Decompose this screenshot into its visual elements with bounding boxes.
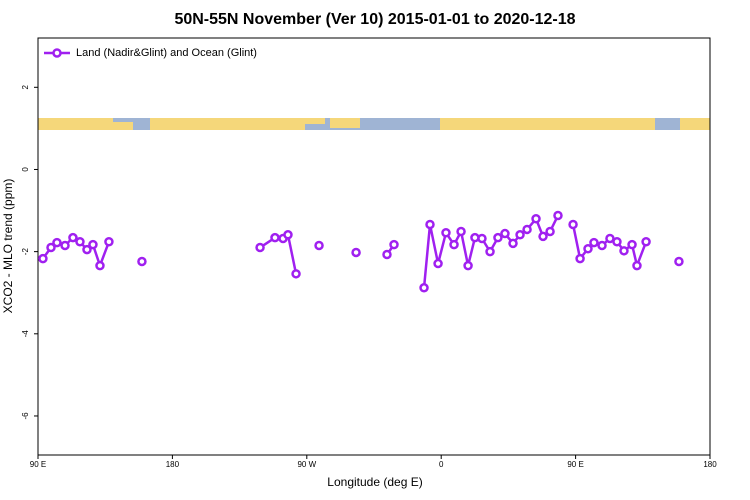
data-point <box>425 219 435 230</box>
data-point <box>674 256 684 267</box>
x-tick-label: 90 E <box>567 460 583 469</box>
y-tick-label: 0 <box>21 167 30 172</box>
data-point <box>493 232 503 243</box>
data-point <box>538 231 548 242</box>
x-tick-label: 0 <box>439 460 444 469</box>
x-tick-label: 180 <box>166 460 180 469</box>
x-tick-label: 90 W <box>297 460 316 469</box>
data-point <box>382 249 392 260</box>
data-point <box>597 240 607 251</box>
y-tick-label: -2 <box>21 248 30 256</box>
data-point <box>500 228 510 239</box>
data-point <box>589 237 599 248</box>
data-point <box>568 219 578 230</box>
data-point <box>522 224 532 235</box>
data-point <box>441 227 451 238</box>
data-point <box>82 244 92 255</box>
chart-title: 50N-55N November (Ver 10) 2015-01-01 to … <box>174 11 575 28</box>
data-point <box>449 239 459 250</box>
data-point <box>583 244 593 254</box>
data-point <box>575 253 585 264</box>
legend-label: Land (Nadir&Glint) and Ocean (Glint) <box>76 47 257 59</box>
x-axis-label: Longitude (deg E) <box>327 475 422 489</box>
data-point <box>291 269 301 279</box>
data-point <box>619 246 629 256</box>
data-point <box>270 232 280 243</box>
data-point <box>255 242 265 253</box>
data-point <box>545 226 555 237</box>
y-tick-label: -4 <box>21 330 30 338</box>
plot-frame <box>37 37 711 456</box>
data-point <box>314 240 324 251</box>
data-point <box>68 232 78 243</box>
data-point <box>60 240 70 251</box>
data-point <box>605 233 615 244</box>
data-point <box>463 260 473 271</box>
data-point <box>46 242 56 253</box>
data-point <box>433 258 443 269</box>
y-tick-label: 2 <box>21 85 30 90</box>
data-point <box>389 239 399 250</box>
data-point <box>38 253 48 264</box>
data-point <box>52 237 62 248</box>
data-point <box>88 239 98 250</box>
y-tick-label: -6 <box>21 412 30 420</box>
data-point <box>632 260 642 271</box>
y-axis-label: XCO2 - MLO trend (ppm) <box>1 179 15 314</box>
x-tick-label: 90 E <box>30 460 46 469</box>
data-point <box>627 239 637 250</box>
data-point <box>351 247 361 258</box>
data-point <box>283 230 293 240</box>
data-point <box>553 210 563 221</box>
x-tick-label: 180 <box>703 460 717 469</box>
data-point <box>612 237 622 247</box>
data-point <box>477 233 487 244</box>
data-point <box>456 226 466 237</box>
data-point <box>485 246 495 257</box>
data-point <box>419 283 429 293</box>
data-point <box>95 260 105 271</box>
data-point <box>531 214 541 224</box>
data-point <box>75 237 85 247</box>
legend-marker <box>52 48 62 58</box>
data-point <box>515 230 525 240</box>
land-ocean-strip <box>38 118 710 130</box>
data-point <box>508 238 518 249</box>
data-point <box>641 237 651 247</box>
data-point <box>137 256 147 267</box>
data-point <box>104 237 114 247</box>
